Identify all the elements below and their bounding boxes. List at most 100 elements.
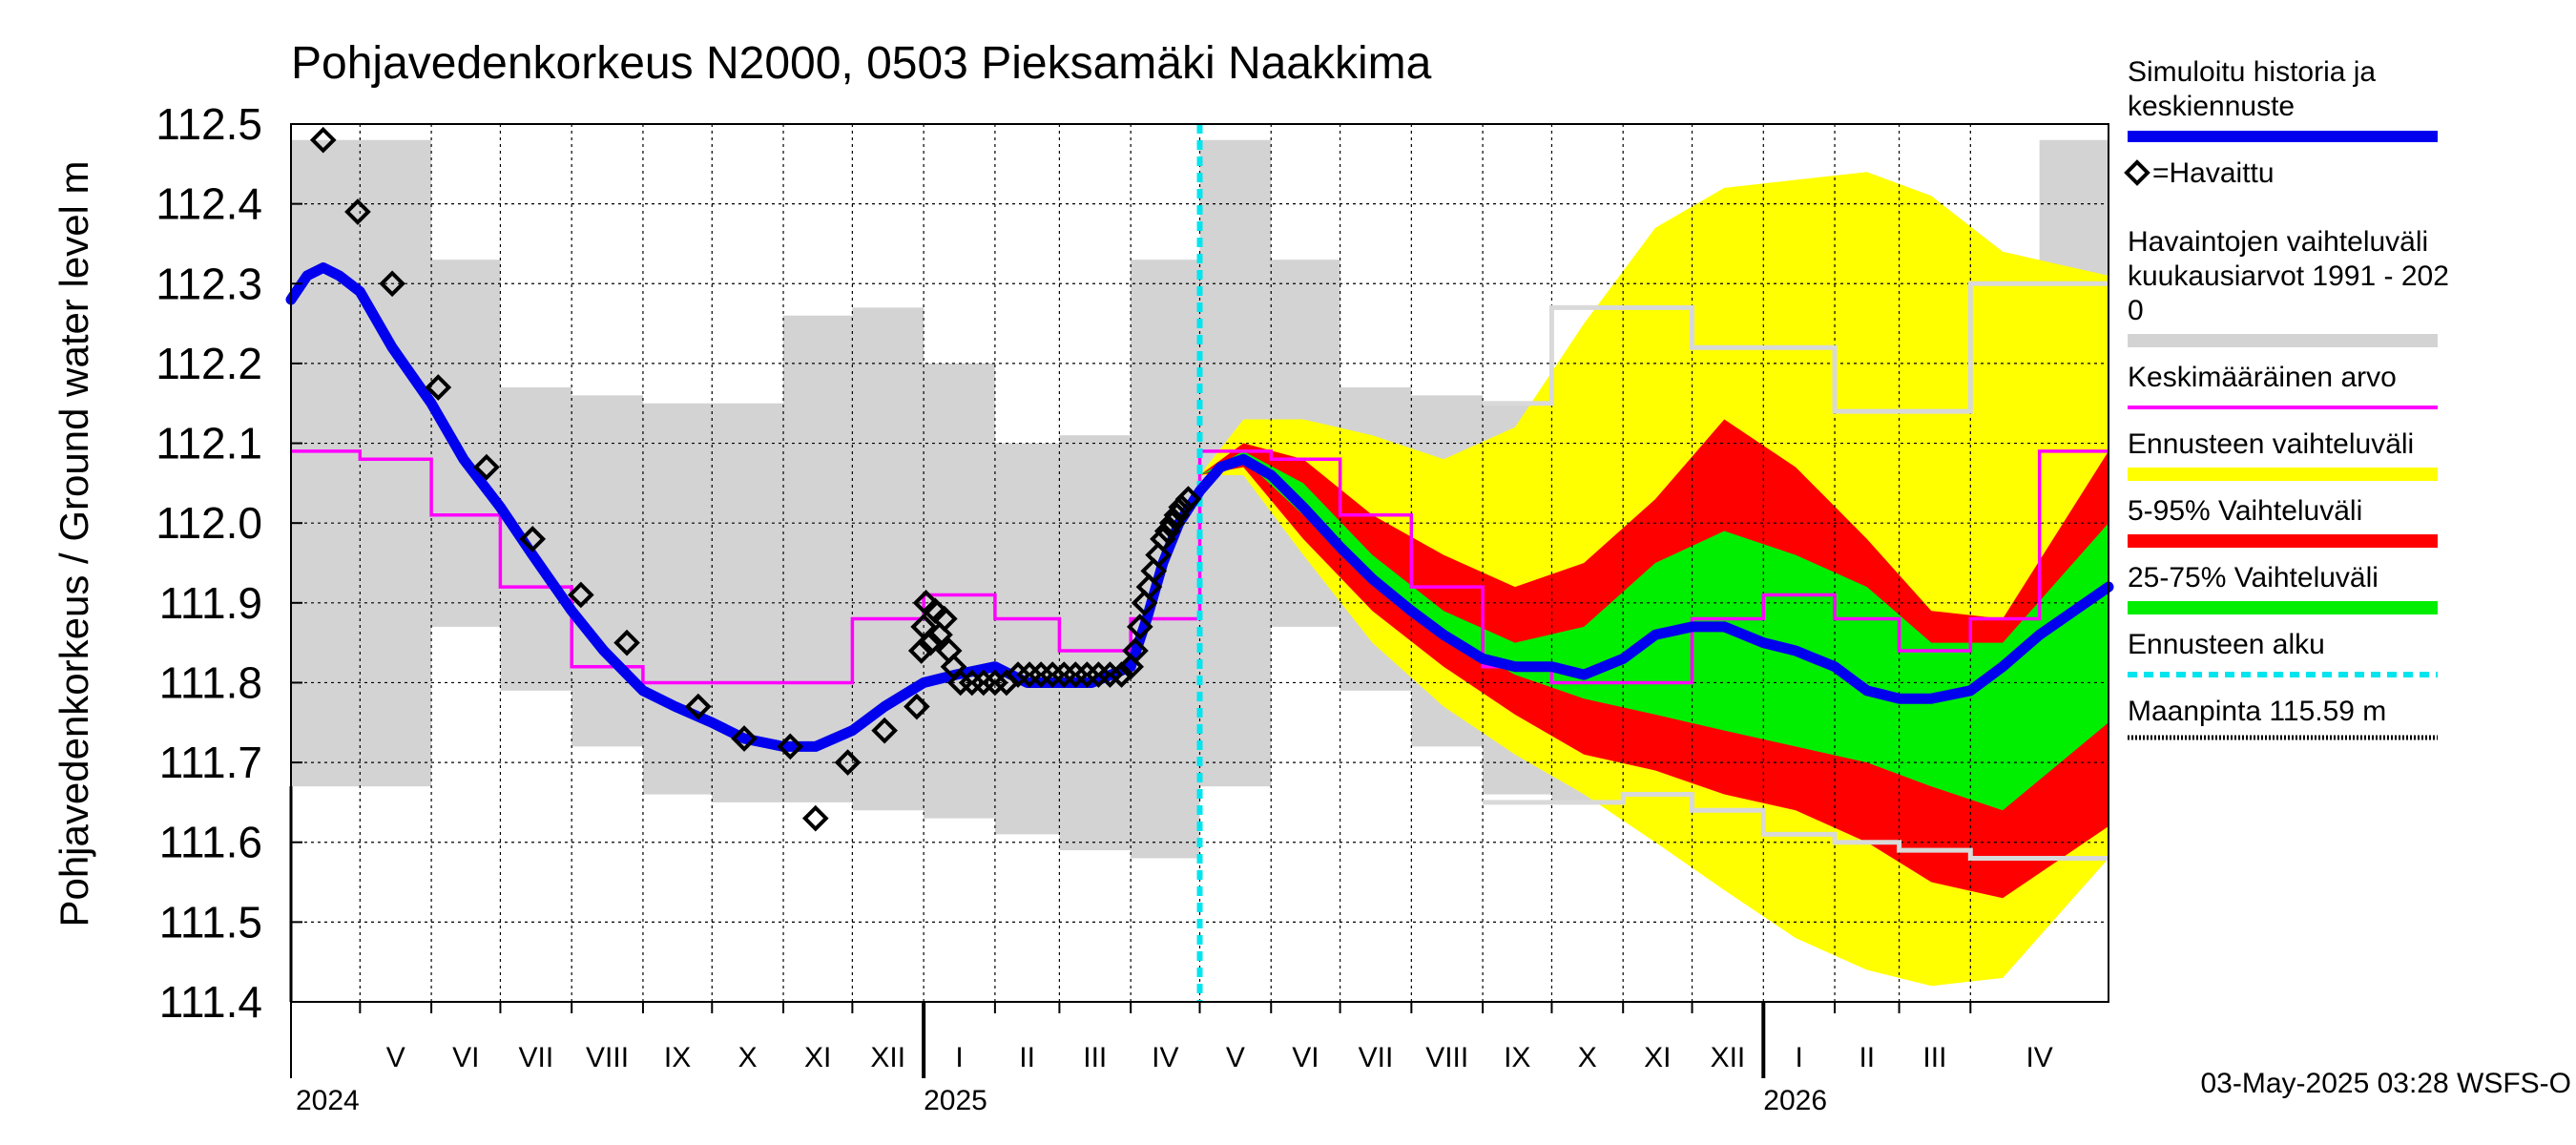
observed-point (1117, 653, 1144, 680)
x-month-label: II (1019, 1042, 1035, 1073)
legend-item: 5-95% Vaihteluväli (2128, 495, 2438, 548)
observed-point (1168, 493, 1195, 521)
x-year-label: 2026 (1763, 1085, 1827, 1116)
timestamp-footer: 03-May-2025 03:28 WSFS-O (2201, 1068, 2572, 1099)
observed-point (1158, 510, 1186, 537)
x-month-label: VIII (586, 1042, 629, 1073)
x-month-label: II (1859, 1042, 1875, 1073)
y-tick-label: 111.5 (159, 897, 262, 947)
y-axis-label: Pohjavedenkorkeus / Ground water level m (52, 160, 96, 926)
legend-item: Ennusteen vaihteluväli (2128, 428, 2438, 481)
history-range-band (360, 139, 432, 787)
legend-label: Keskimääräinen arvo (2128, 362, 2397, 393)
legend-label: keskiennuste (2128, 91, 2295, 122)
legend-label: Ennusteen alku (2128, 629, 2325, 660)
y-tick-label: 111.4 (159, 977, 262, 1027)
history-range-band (642, 403, 713, 795)
x-month-label: IX (1504, 1042, 1530, 1073)
observed-point (568, 581, 594, 609)
history-range-band (924, 363, 995, 819)
legend-item: 25-75% Vaihteluväli (2128, 562, 2438, 614)
observed-point (731, 725, 758, 752)
observed-point (519, 526, 547, 552)
legend-item: =Havaittu (2124, 157, 2275, 189)
y-tick-label: 112.5 (156, 99, 262, 149)
history-range-band (571, 395, 643, 747)
y-tick-label: 111.6 (159, 818, 262, 867)
observed-point (907, 637, 935, 664)
observed-point (379, 270, 405, 298)
observed-point (613, 629, 640, 656)
x-month-label: III (1922, 1042, 1946, 1073)
x-month-label: XII (870, 1042, 905, 1073)
observed-point (801, 804, 829, 832)
legend-swatch (2128, 334, 2438, 347)
legend-label: 25-75% Vaihteluväli (2128, 562, 2379, 593)
axes-layer: 111.4 111.5 111.6 111.7 111.8 111.9 112.0 112.1… (156, 99, 2109, 1116)
x-month-label: XI (1644, 1042, 1671, 1073)
observed-point (1140, 557, 1168, 585)
x-year-label: 2024 (296, 1085, 360, 1116)
forecast-monthly-max-line (1483, 281, 2109, 414)
observed-point (1131, 589, 1158, 616)
y-tick-label: 112.4 (156, 179, 262, 229)
legend-label: Ennusteen vaihteluväli (2128, 428, 2414, 460)
observed-point (425, 374, 452, 401)
y-tick-label: 111.8 (159, 657, 262, 707)
legend-item: Keskimääräinen arvo (2128, 362, 2438, 409)
history-range-band (1059, 435, 1132, 851)
observed-point (684, 693, 712, 720)
observed-point (904, 693, 930, 720)
observed-point (834, 749, 862, 776)
observed-point (1122, 637, 1149, 664)
x-month-label: VIII (1425, 1042, 1468, 1073)
observed-point (926, 621, 953, 649)
observed-point (344, 198, 371, 225)
x-month-label: IV (2025, 1042, 2052, 1073)
x-month-label: V (386, 1042, 405, 1073)
x-month-label: III (1083, 1042, 1107, 1073)
observed-point (1150, 526, 1176, 552)
legend-item: Maanpinta 115.59 m (2128, 696, 2438, 740)
observed-point (777, 733, 804, 760)
legend-label: kuukausiarvot 1991 - 202 (2128, 260, 2449, 292)
observed-point (1108, 661, 1135, 688)
observed-layer (309, 126, 1202, 832)
legend-swatch (2128, 601, 2438, 614)
x-month-label: X (738, 1042, 758, 1073)
observed-point (1153, 517, 1181, 545)
y-tick-label: 111.7 (159, 738, 262, 787)
chart-title: Pohjavedenkorkeus N2000, 0503 Pieksamäki… (291, 38, 1432, 89)
observed-point (473, 453, 500, 481)
legend-label: =Havaittu (2152, 157, 2275, 189)
legend-label: Maanpinta 115.59 m (2128, 696, 2386, 727)
observed-point (871, 717, 898, 744)
observed-point (1174, 486, 1202, 512)
legend-label: 0 (2128, 295, 2144, 326)
legend-item: Havaintojen vaihteluväli kuukausiarvot 1… (2128, 226, 2449, 347)
x-month-label: VII (1359, 1042, 1394, 1073)
history-range-band (500, 387, 572, 691)
history-range-band (783, 315, 853, 802)
history-range-band (994, 443, 1060, 835)
forecast-monthly-min-line (1483, 792, 2109, 861)
legend-item: Ennusteen alku (2128, 629, 2438, 677)
y-tick-label: 112.0 (156, 498, 262, 548)
legend-swatch (2128, 468, 2438, 481)
x-month-label: X (1578, 1042, 1597, 1073)
observed-point (1135, 573, 1163, 600)
observed-point (1163, 501, 1191, 529)
observed-point (1126, 614, 1153, 640)
y-tick-label: 112.2 (156, 339, 262, 388)
legend-marker (2124, 159, 2150, 186)
x-year-label: 2025 (924, 1085, 987, 1116)
x-month-label: VI (1292, 1042, 1319, 1073)
legend-label: 5-95% Vaihteluväli (2128, 495, 2362, 527)
y-tick-label: 112.1 (156, 419, 262, 468)
observed-point (309, 126, 337, 154)
y-tick-label: 111.9 (159, 578, 262, 628)
x-month-label: V (1226, 1042, 1245, 1073)
